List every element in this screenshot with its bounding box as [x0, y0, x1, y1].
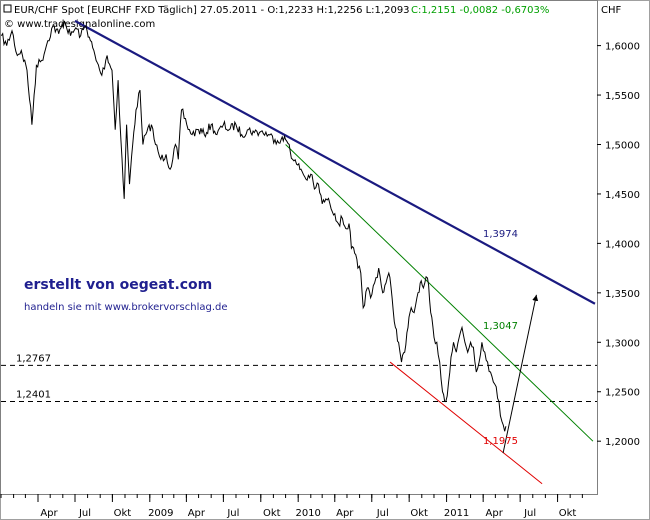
- x-tick-label: Okt: [410, 508, 428, 519]
- x-tick-label: Jul: [523, 508, 536, 519]
- x-axis: Apr Jul Okt 2009 Apr Jul Okt 2010 Apr Jul Okt 2011 A…: [0, 494, 583, 519]
- header-symbol: EUR/CHF Spot [EURCHF FXD Täglich] 27.05.…: [14, 5, 410, 16]
- trendline-0: [74, 19, 596, 305]
- x-tick-label: Jul: [376, 508, 389, 519]
- arrow-layer: [502, 294, 539, 454]
- y-tick-label: 1,3500: [605, 289, 640, 300]
- y-tick-label: 1,2000: [605, 437, 640, 448]
- symbol-icon: [3, 4, 12, 13]
- x-tick-label: Apr: [336, 508, 354, 519]
- y-tick-label: 1,5000: [605, 140, 640, 151]
- trendline-label-2: 1,1975: [483, 436, 518, 447]
- y-tick-label: 1,5500: [605, 91, 640, 102]
- x-tick-label: 2010: [295, 508, 320, 519]
- y-tick-label: 1,4000: [605, 239, 640, 250]
- x-tick-label: Okt: [263, 508, 281, 519]
- price-layer: [1, 20, 507, 432]
- x-tick-label: Apr: [40, 508, 58, 519]
- y-axis-label: CHF: [601, 5, 622, 16]
- trendline-label-1: 1,3047: [483, 321, 518, 332]
- x-tick-label: 2011: [444, 508, 469, 519]
- y-axis: 1,2000 1,2500 1,3000 1,3500 1,4000 1,4500 1,50…: [597, 42, 640, 448]
- y-tick-label: 1,6000: [605, 42, 640, 53]
- x-tick-label: 2009: [148, 508, 173, 519]
- forecast-arrow: [502, 294, 539, 454]
- credit-main: erstellt von oegeat.com: [24, 277, 212, 293]
- y-tick-label: 1,2500: [605, 388, 640, 399]
- x-tick-label: Okt: [114, 508, 132, 519]
- credit-sub: handeln sie mit www.brokervorschlag.de: [24, 302, 228, 313]
- levels-layer: 1,2767 1,2401: [1, 353, 597, 403]
- x-tick-label: Okt: [559, 508, 577, 519]
- trendline-1: [285, 144, 594, 442]
- x-tick-label: Apr: [486, 508, 504, 519]
- price-line: [1, 20, 507, 432]
- plot-frame: [0, 0, 598, 495]
- x-tick-label: Jul: [78, 508, 91, 519]
- level-label-0: 1,2767: [16, 353, 51, 364]
- y-tick-label: 1,3000: [605, 338, 640, 349]
- x-tick-label: Jul: [226, 508, 239, 519]
- trendline-label-0: 1,3974: [483, 229, 518, 240]
- level-label-1: 1,2401: [16, 390, 51, 401]
- trendline-2: [389, 361, 543, 485]
- header-change: C:1,2151 -0,0082 -0,6703%: [411, 5, 549, 16]
- x-tick-label: Apr: [188, 508, 206, 519]
- trendlines-layer: [74, 19, 596, 485]
- y-tick-label: 1,4500: [605, 190, 640, 201]
